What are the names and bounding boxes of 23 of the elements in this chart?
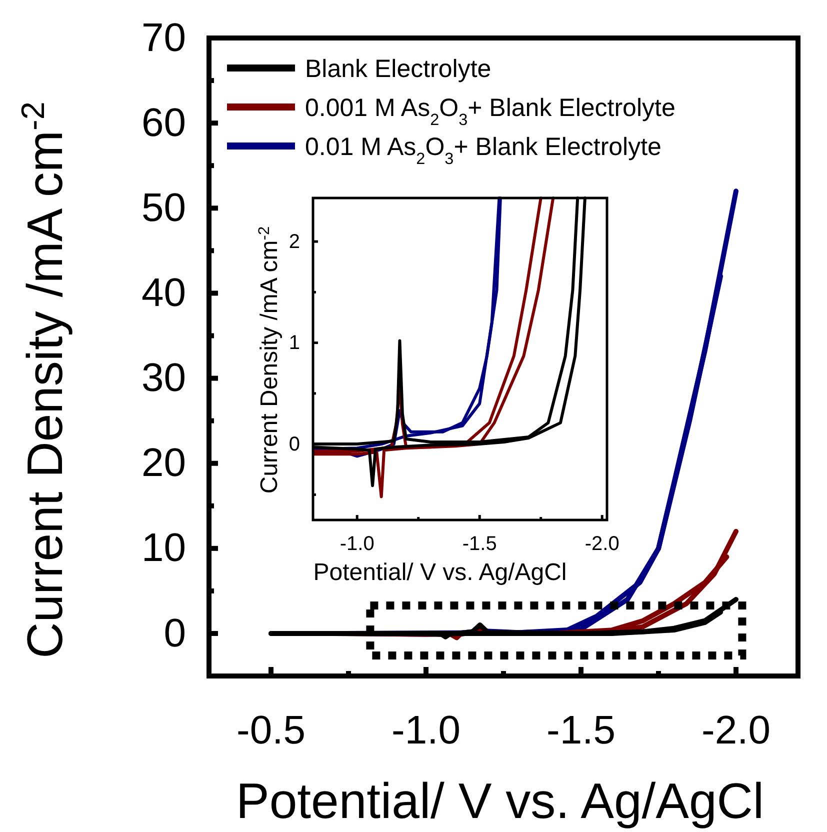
- legend-label: 0.01 M As$_{2}$O$_{3}$+ Blank Electrolyte: [305, 132, 662, 168]
- y-tick-label: 10: [142, 526, 186, 570]
- x-tick-label: -1.5: [546, 708, 616, 752]
- x-tick-label: -1.0: [340, 533, 374, 556]
- x-tick-label: -1.5: [462, 533, 497, 556]
- legend-label: Blank Electrolyte: [305, 54, 492, 83]
- y-tick-label: 30: [142, 356, 186, 400]
- y-tick-label: 0: [288, 433, 300, 456]
- x-axis-title: Potential/ V vs. Ag/AgCl: [313, 559, 567, 586]
- y-tick-label: 0: [164, 611, 186, 656]
- y-tick-label: 20: [142, 441, 186, 486]
- y-tick-label: 50: [142, 186, 186, 230]
- y-tick-label: 60: [142, 100, 186, 145]
- x-tick-label: -2.0: [702, 708, 770, 752]
- y-tick-label: 2: [288, 230, 300, 253]
- x-tick-label: -0.5: [236, 708, 306, 752]
- x-tick-label: -2.0: [584, 533, 620, 556]
- x-tick-label: -1.0: [392, 708, 460, 752]
- y-tick-label: 1: [288, 332, 300, 354]
- y-tick-label: 40: [142, 271, 186, 315]
- y-tick-label: 70: [142, 16, 186, 60]
- x-axis-title: Potential/ V vs. Ag/AgCl: [236, 773, 764, 829]
- legend-label: 0.001 M As$_{2}$O$_{3}$+ Blank Electrolyte: [305, 94, 676, 129]
